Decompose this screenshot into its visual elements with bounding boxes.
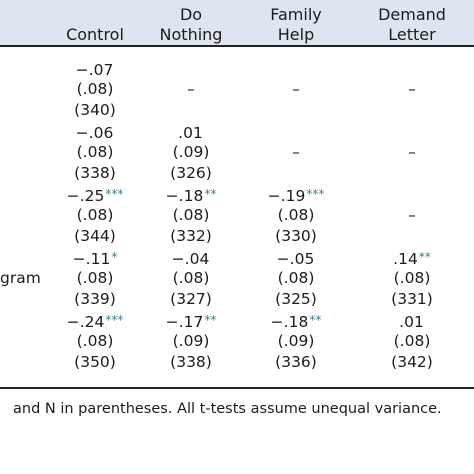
estimate-cell: −.07 [50,58,140,79]
standard-error-cell: (.08) [393,332,431,350]
estimate-value: −.18 [165,187,204,205]
estimate-value: −.18 [270,313,309,331]
empty-cell-dash: – [187,80,195,98]
sample-size-cell: (336) [275,353,317,371]
sample-size-cell: (327) [170,290,212,308]
standard-error-cell: (.08) [172,206,210,224]
sample-size-cell: (350) [74,353,116,371]
sample-size-cell: (326) [170,164,212,182]
estimate-value: −.24 [66,313,105,331]
estimate-cell: −.19*** [251,184,341,205]
estimate-cell: .14** [367,247,457,268]
estimate-value: −.25 [66,187,105,205]
column-header-line: Nothing [159,25,223,44]
column-header-line: Control [66,25,124,44]
estimate-value: .14 [393,250,418,268]
standard-error-cell: (.08) [172,269,210,287]
estimate-cell: −.06 [50,121,140,142]
estimate-value: −.17 [165,313,204,331]
standard-error-cell: (.09) [172,332,210,350]
estimate-cell: −.11* [50,247,140,268]
table-header-band [0,0,474,45]
estimate-value: −.04 [171,250,210,268]
standard-error-cell: (.08) [277,269,315,287]
empty-cell-dash: – [408,206,416,224]
significance-stars: *** [105,313,124,327]
column-header-line: Family [270,5,322,24]
standard-error-cell: (.08) [76,332,114,350]
empty-cell-dash: – [408,80,416,98]
significance-stars: *** [105,187,124,201]
estimate-value: .01 [399,313,424,331]
significance-stars: ** [309,313,322,327]
column-header-line: Demand [378,5,446,24]
sample-size-cell: (325) [275,290,317,308]
estimate-cell: −.18** [146,184,236,205]
standard-error-cell: (.09) [277,332,315,350]
estimate-cell: −.24*** [50,310,140,331]
sample-size-cell: (338) [170,353,212,371]
column-header-1: Do Nothing [146,0,236,45]
sample-size-cell: (331) [391,290,433,308]
empty-cell-dash: – [292,143,300,161]
column-header-line: Do [179,5,203,24]
empty-cell-dash: – [408,143,416,161]
row-label: gram [0,269,41,287]
column-header-3: Demand Letter [367,0,457,45]
sample-size-cell: (332) [170,227,212,245]
standard-error-cell: (.08) [393,269,431,287]
sample-size-cell: (338) [74,164,116,182]
estimate-value: −.05 [276,250,315,268]
significance-stars: ** [204,187,217,201]
column-header-line: Letter [388,25,436,44]
estimate-cell: .01 [367,310,457,331]
estimate-value: .01 [178,124,203,142]
bottom-rule [0,387,474,389]
estimate-value: −.07 [75,61,114,79]
estimate-cell: −.25*** [50,184,140,205]
estimate-value: −.19 [267,187,306,205]
significance-stars: ** [204,313,217,327]
sample-size-cell: (342) [391,353,433,371]
estimate-value: −.11 [72,250,111,268]
standard-error-cell: (.08) [76,269,114,287]
standard-error-cell: (.08) [76,206,114,224]
estimate-cell: −.17** [146,310,236,331]
header-rule [0,45,474,47]
estimate-value: −.06 [75,124,114,142]
standard-error-cell: (.08) [277,206,315,224]
column-header-line: Help [277,25,315,44]
standard-error-cell: (.08) [76,80,114,98]
sample-size-cell: (330) [275,227,317,245]
sample-size-cell: (339) [74,290,116,308]
estimate-cell: −.05 [251,247,341,268]
column-header-0: Control [50,0,140,45]
standard-error-cell: (.08) [76,143,114,161]
significance-stars: *** [306,187,325,201]
sample-size-cell: (344) [74,227,116,245]
estimate-cell: .01 [146,121,236,142]
significance-stars: * [111,250,118,264]
estimate-cell: −.18** [251,310,341,331]
empty-cell-dash: – [292,80,300,98]
standard-error-cell: (.09) [172,143,210,161]
sample-size-cell: (340) [74,101,116,119]
table-footnote: and N in parentheses. All t-tests assume… [13,401,442,417]
significance-stars: ** [418,250,431,264]
estimate-cell: −.04 [146,247,236,268]
column-header-2: Family Help [251,0,341,45]
